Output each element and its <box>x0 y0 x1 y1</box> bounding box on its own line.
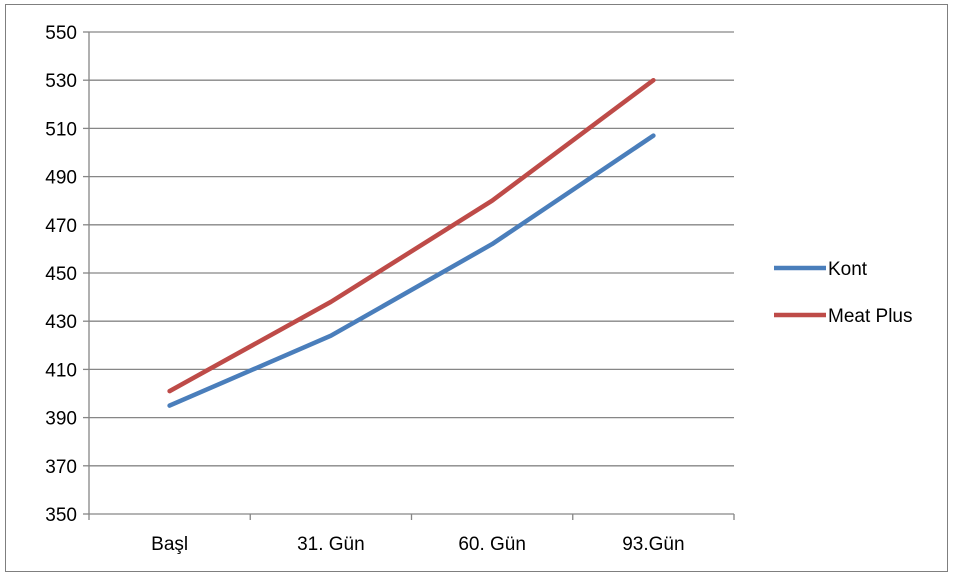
y-tick-label: 410 <box>45 360 77 381</box>
series-lines <box>167 77 656 408</box>
y-tick-label: 370 <box>45 457 77 478</box>
y-tick-label: 510 <box>45 119 77 140</box>
x-tick-label: 60. Gün <box>458 534 526 555</box>
legend-label: Meat Plus <box>828 306 912 327</box>
axes <box>83 31 735 520</box>
line-chart: 350 370 390 410 430 450 470 490 510 530 550 Başl 31.… <box>45 23 912 555</box>
y-tick-label: 390 <box>45 409 77 430</box>
chart-frame: 350 370 390 410 430 450 470 490 510 530 550 Başl 31.… <box>5 4 948 572</box>
x-tick-label: Başl <box>151 534 188 555</box>
y-tick-label: 430 <box>45 312 77 333</box>
legend-label: Kont <box>828 259 868 280</box>
gridlines <box>89 31 734 467</box>
y-tick-label: 550 <box>45 23 77 44</box>
y-tick-label: 470 <box>45 216 77 237</box>
y-tick-label: 450 <box>45 264 77 285</box>
legend: Kont Meat Plus <box>774 259 912 327</box>
y-tick-label: 350 <box>45 505 77 526</box>
tick-labels: 350 370 390 410 430 450 470 490 510 530 550 Başl 31.… <box>45 23 684 555</box>
y-tick-label: 530 <box>45 71 77 92</box>
series-line-kont <box>167 133 656 408</box>
series-line-meat-plus <box>167 77 656 394</box>
y-tick-label: 490 <box>45 168 77 189</box>
x-tick-label: 93.Gün <box>622 534 684 555</box>
x-tick-label: 31. Gün <box>297 534 365 555</box>
